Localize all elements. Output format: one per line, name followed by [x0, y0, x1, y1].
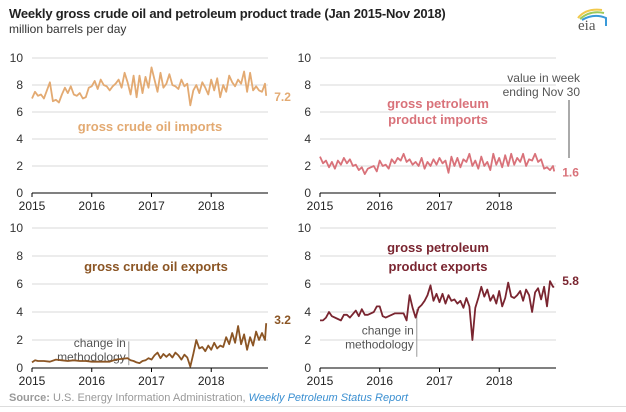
x-tick-label: 2018	[198, 374, 225, 388]
series-line-crude-exports	[31, 323, 268, 368]
source-text: U.S. Energy Information Administration,	[49, 392, 249, 404]
y-tick-label: 8	[304, 78, 311, 92]
last-value-annotation: ending Nov 30	[503, 85, 581, 99]
y-tick-label: 0	[304, 186, 311, 200]
series-line-product-imports	[319, 152, 556, 175]
y-tick-label: 0	[16, 361, 23, 375]
x-tick-label: 2018	[486, 199, 513, 213]
y-tick-label: 0	[304, 361, 311, 375]
y-tick-label: 8	[16, 249, 23, 263]
x-tick-label: 2016	[366, 199, 393, 213]
last-value-annotation: value in week	[507, 71, 581, 85]
series-title: gross petroleum	[387, 240, 489, 255]
end-value-label: 5.8	[562, 274, 579, 288]
x-tick-label: 2018	[486, 374, 513, 388]
series-title: product imports	[388, 112, 488, 127]
x-tick-label: 2016	[78, 374, 105, 388]
chart-subtitle: million barrels per day	[9, 22, 127, 36]
x-tick-label: 2017	[426, 374, 453, 388]
series-line-crude-imports	[31, 66, 268, 107]
y-tick-label: 4	[16, 132, 23, 146]
y-tick-label: 6	[304, 105, 311, 119]
series-title: product exports	[389, 259, 488, 274]
x-tick-label: 2015	[19, 199, 46, 213]
series-title: gross crude oil imports	[78, 119, 222, 134]
x-tick-label: 2015	[19, 374, 46, 388]
y-tick-label: 10	[298, 51, 312, 65]
x-tick-label: 2015	[307, 374, 334, 388]
eia-logo: eia	[577, 8, 607, 34]
methodology-annotation: methodology	[345, 337, 414, 351]
series-title: gross crude oil exports	[84, 259, 228, 274]
x-tick-label: 2018	[198, 199, 225, 213]
x-tick-label: 2015	[307, 199, 334, 213]
y-tick-label: 6	[16, 105, 23, 119]
end-value-label: 3.2	[274, 313, 291, 327]
methodology-annotation: change in	[74, 336, 126, 350]
y-tick-label: 2	[304, 159, 311, 173]
x-tick-label: 2017	[426, 199, 453, 213]
x-tick-label: 2016	[366, 374, 393, 388]
source-link[interactable]: Weekly Petroleum Status Report	[248, 392, 409, 404]
x-tick-label: 2017	[138, 199, 165, 213]
series-line-product-exports	[320, 280, 555, 341]
y-tick-label: 4	[304, 305, 311, 319]
footer-rule	[0, 406, 626, 407]
x-tick-label: 2016	[78, 199, 105, 213]
y-tick-label: 0	[16, 186, 23, 200]
eia-logo-text: eia	[578, 18, 596, 34]
y-tick-label: 10	[298, 221, 312, 235]
x-tick-label: 2017	[138, 374, 165, 388]
source-note: Source: U.S. Energy Information Administ…	[9, 392, 408, 404]
source-label: Source:	[9, 392, 50, 404]
chart-title: Weekly gross crude oil and petroleum pro…	[9, 6, 446, 21]
y-tick-label: 6	[16, 277, 23, 291]
y-tick-label: 2	[16, 159, 23, 173]
y-tick-label: 4	[16, 305, 23, 319]
y-tick-label: 4	[304, 132, 311, 146]
series-title: gross petroleum	[387, 96, 489, 111]
y-tick-label: 8	[304, 249, 311, 263]
y-tick-label: 6	[304, 277, 311, 291]
y-tick-label: 10	[10, 51, 24, 65]
end-value-label: 7.2	[274, 90, 291, 104]
methodology-annotation: change in	[362, 323, 414, 337]
end-value-label: 1.6	[562, 165, 579, 179]
y-tick-label: 2	[304, 333, 311, 347]
y-tick-label: 8	[16, 78, 23, 92]
y-tick-label: 2	[16, 333, 23, 347]
y-tick-label: 10	[10, 221, 24, 235]
